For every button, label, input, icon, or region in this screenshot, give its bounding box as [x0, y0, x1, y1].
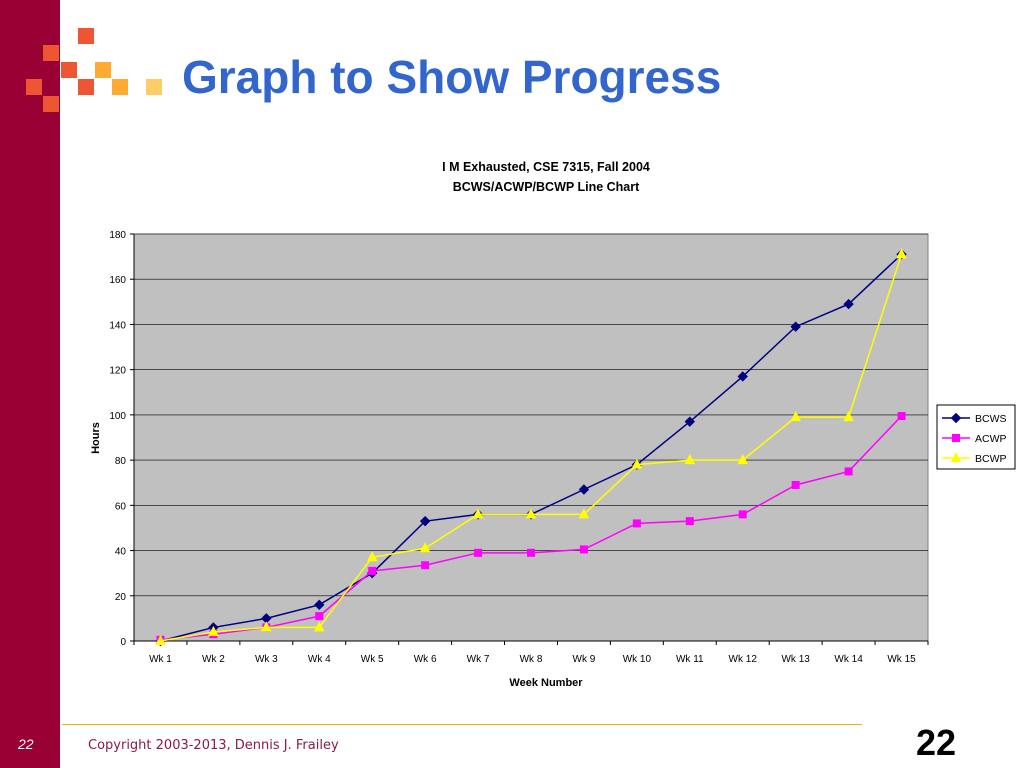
legend-label-bcwp: BCWP: [975, 453, 1007, 465]
x-tick-label: Wk 7: [467, 654, 490, 665]
legend-marker-bcwp: [950, 451, 962, 462]
data-point-acwp: [527, 548, 535, 557]
data-point-acwp: [844, 467, 853, 476]
copyright-text: Copyright 2003-2013, Dennis J. Frailey: [88, 738, 339, 753]
data-point-acwp: [421, 561, 430, 570]
y-tick-label: 0: [120, 637, 126, 648]
y-tick-label: 160: [109, 275, 126, 286]
data-point-acwp: [579, 545, 588, 554]
y-tick-label: 100: [109, 411, 126, 422]
x-tick-label: Wk 15: [887, 654, 916, 665]
x-tick-label: Wk 13: [781, 654, 810, 665]
data-point-acwp: [685, 517, 694, 526]
legend-marker-bcws: [950, 412, 962, 424]
x-tick-label: Wk 10: [623, 654, 652, 665]
y-tick-label: 40: [115, 547, 127, 558]
plot-area: [133, 233, 929, 642]
x-tick-label: Wk 2: [202, 654, 225, 665]
data-point-acwp: [791, 480, 800, 489]
slide-number: 22: [916, 722, 957, 763]
data-point-acwp: [738, 510, 747, 519]
data-point-bcwp: [472, 508, 484, 519]
slide-number-sidebar: 22: [18, 736, 34, 752]
data-point-acwp: [315, 612, 324, 621]
data-point-bcws: [790, 321, 801, 332]
data-point-bcwp: [631, 458, 643, 469]
x-tick-label: Wk 6: [414, 654, 437, 665]
slide-title: Graph to Show Progress: [182, 51, 722, 103]
data-point-bcwp: [155, 634, 166, 645]
chart-title: I M Exhausted, CSE 7315, Fall 2004: [442, 160, 650, 174]
decorative-squares: [26, 28, 162, 112]
x-axis-label: Week Number: [509, 677, 583, 689]
data-point-bcwp: [313, 621, 325, 632]
data-point-bcwp: [419, 542, 431, 553]
data-point-bcws: [314, 599, 325, 611]
x-tick-label: Wk 14: [834, 654, 863, 665]
data-point-bcws: [737, 371, 748, 382]
x-tick-label: Wk 12: [729, 654, 758, 665]
x-tick-label: Wk 11: [676, 654, 704, 665]
data-point-bcwp: [578, 508, 590, 519]
data-point-bcwp: [737, 454, 749, 465]
x-tick-label: Wk 8: [520, 654, 543, 665]
data-point-acwp: [474, 548, 483, 557]
legend-label-acwp: ACWP: [975, 433, 1007, 445]
y-tick-label: 120: [109, 366, 126, 377]
chart-subtitle: BCWS/ACWP/BCWP Line Chart: [453, 180, 640, 194]
data-point-bcws: [684, 416, 696, 427]
x-tick-label: Wk 4: [308, 654, 331, 665]
data-point-acwp: [897, 412, 906, 421]
x-tick-label: Wk 1: [149, 654, 172, 665]
x-tick-label: Wk 9: [573, 654, 596, 665]
data-point-bcwp: [366, 551, 378, 562]
y-tick-label: 140: [109, 320, 126, 331]
data-point-bcwp: [525, 508, 537, 519]
data-point-bcwp: [208, 625, 219, 636]
data-point-bcws: [419, 515, 431, 527]
data-point-bcwp: [261, 621, 272, 632]
data-point-bcws: [843, 298, 854, 310]
footer-divider: [62, 724, 862, 725]
data-point-bcwp: [684, 454, 696, 465]
sidebar-band: [0, 0, 60, 768]
y-tick-label: 80: [115, 456, 127, 467]
y-tick-label: 180: [109, 230, 126, 241]
legend-label-bcws: BCWS: [975, 413, 1007, 425]
legend-marker-acwp: [952, 434, 960, 442]
y-tick-label: 20: [115, 592, 127, 603]
x-tick-label: Wk 5: [361, 654, 384, 665]
y-axis-label: Hours: [90, 422, 102, 454]
y-tick-label: 60: [115, 501, 127, 512]
data-point-bcws: [578, 484, 590, 495]
data-point-bcwp: [790, 411, 801, 422]
data-point-bcwp: [896, 248, 907, 259]
data-point-bcwp: [843, 411, 854, 422]
data-point-acwp: [368, 566, 377, 575]
x-tick-label: Wk 3: [255, 654, 278, 665]
data-point-acwp: [632, 519, 641, 528]
